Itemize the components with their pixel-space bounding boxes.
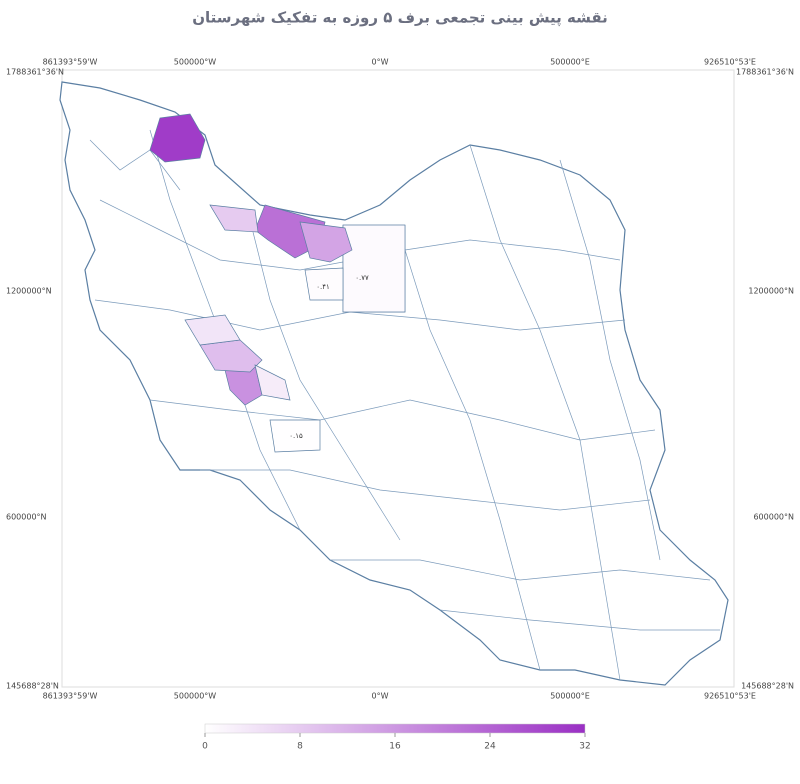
x-axis-label-top: 861393°59'W xyxy=(43,58,98,67)
y-axis-label-right: 1788361°36'N xyxy=(736,68,794,77)
colorbar-tick-label: 32 xyxy=(579,742,590,752)
y-axis-label-left: 1200000°N xyxy=(6,287,52,296)
y-axis-label-right: 145688°28'N xyxy=(741,682,794,691)
district-value-label: ۰.۴۱ xyxy=(316,283,330,291)
colorbar-tick-label: 24 xyxy=(484,742,496,752)
x-axis-label-top: 500000°E xyxy=(550,58,590,67)
district-region xyxy=(209,204,259,233)
map-title: نقشه پیش بینی تجمعی برف ۵ روزه به تفکیک … xyxy=(192,9,608,28)
axis-labels: 861393°59'W 861393°59'W 500000°W 500000°W 0°… xyxy=(6,58,794,701)
district-region xyxy=(254,364,291,401)
x-axis-label-bottom: 0°W xyxy=(372,692,389,701)
x-axis-label-bottom: 861393°59'W xyxy=(43,692,98,701)
x-axis-label-bottom: 926510°53'E xyxy=(704,692,756,701)
district-value-label: ۰.۷۷ xyxy=(355,274,369,282)
district-region xyxy=(304,267,344,301)
y-axis-label-right: 1200000°N xyxy=(748,287,794,296)
country-outline xyxy=(59,81,729,686)
y-axis-label-left: 600000°N xyxy=(6,513,47,522)
x-axis-label-top: 500000°W xyxy=(174,58,217,67)
y-axis-label-left: 1788361°36'N xyxy=(6,68,64,77)
colorbar-tick-label: 0 xyxy=(202,742,208,752)
y-axis-label-left: 145688°28'N xyxy=(6,682,59,691)
district-region xyxy=(149,113,206,163)
x-axis-label-top: 926510°53'E xyxy=(704,58,756,67)
colorbar-tick-label: 8 xyxy=(297,742,303,752)
district-value-label: ۰.۱۵ xyxy=(289,432,303,440)
district-borders xyxy=(89,129,720,681)
district-region xyxy=(299,221,353,263)
district-region xyxy=(184,314,241,346)
district-region xyxy=(342,224,406,313)
y-axis-label-right: 600000°N xyxy=(753,513,794,522)
district-region xyxy=(269,419,321,453)
x-axis-label-bottom: 500000°W xyxy=(174,692,217,701)
colorbar xyxy=(204,723,586,734)
map-frame xyxy=(61,69,735,688)
colorbar-tick-label: 16 xyxy=(389,742,401,752)
x-axis-label-bottom: 500000°E xyxy=(550,692,590,701)
x-axis-label-top: 0°W xyxy=(372,58,389,67)
map: ۰.۷۷ ۰.۴۱ ۰.۱۵ xyxy=(59,81,729,686)
